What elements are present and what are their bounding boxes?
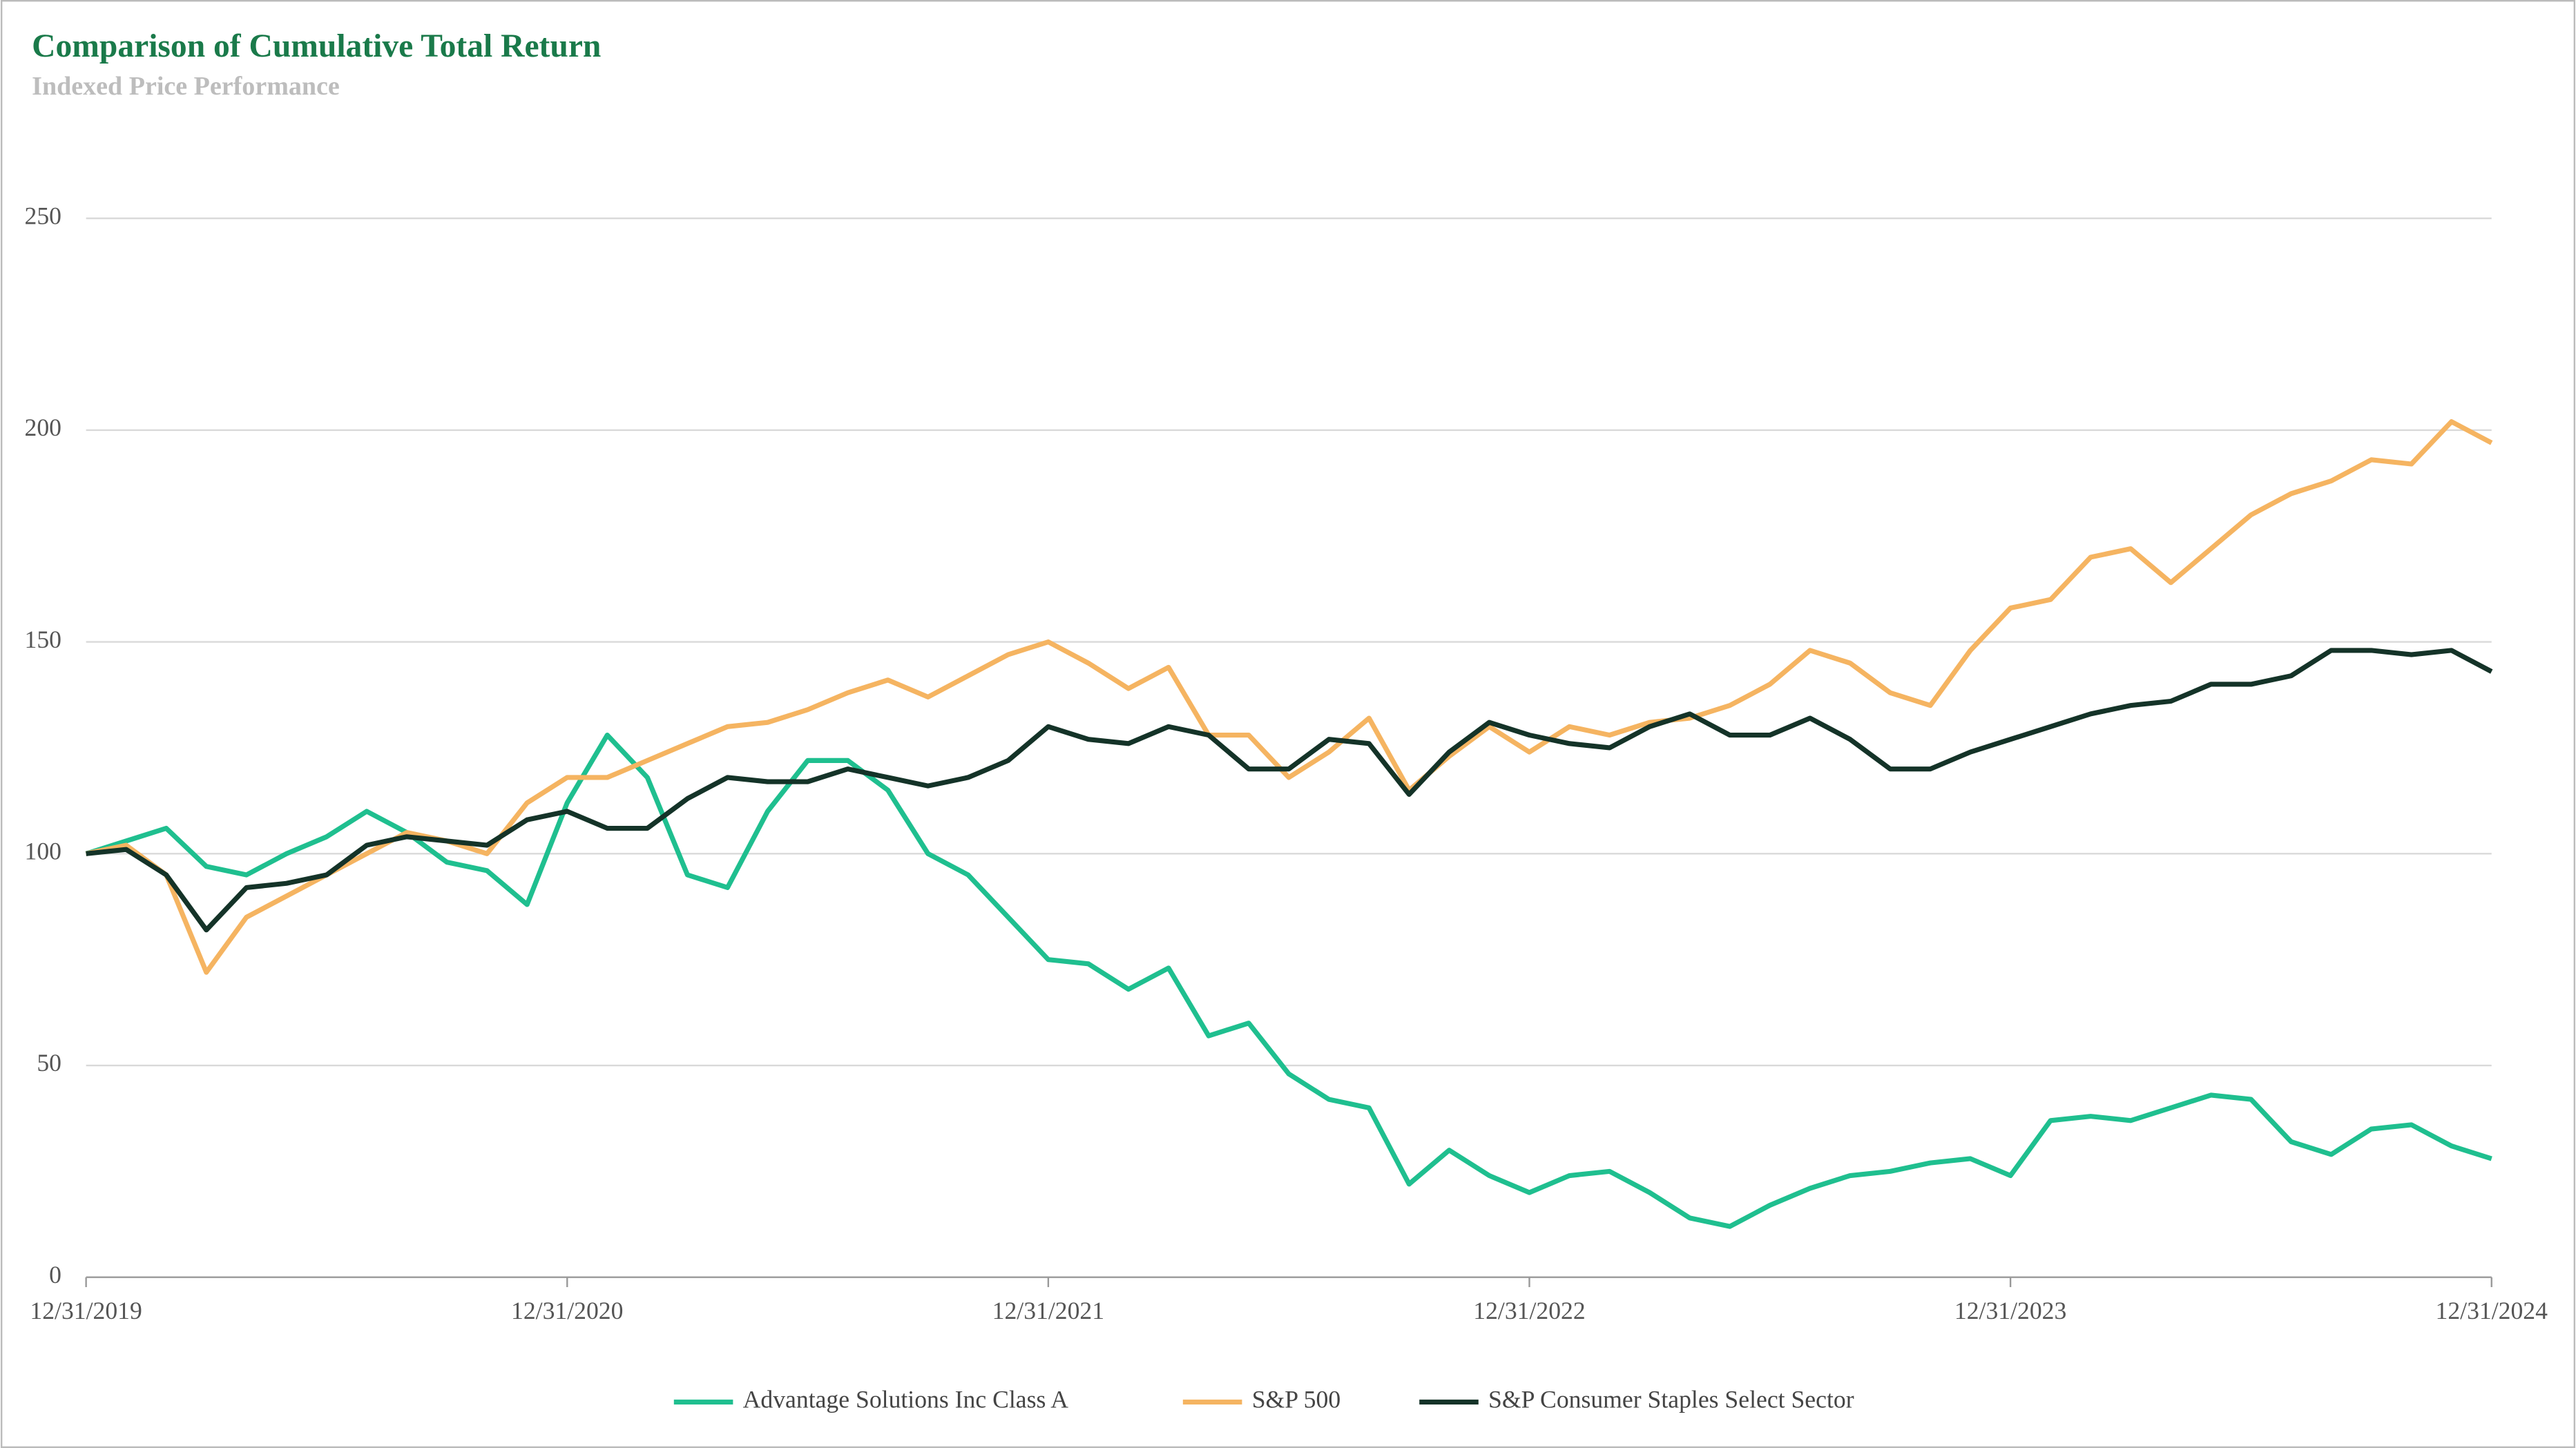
chart-subtitle: Indexed Price Performance — [32, 72, 340, 101]
x-tick-label: 12/31/2023 — [1954, 1297, 2066, 1324]
x-tick-label: 12/31/2024 — [2436, 1297, 2548, 1324]
y-tick-label: 0 — [49, 1261, 61, 1288]
y-tick-label: 150 — [24, 626, 61, 653]
x-tick-label: 12/31/2020 — [511, 1297, 623, 1324]
series-line — [85, 419, 2493, 975]
x-tick-label: 12/31/2021 — [992, 1297, 1104, 1324]
series-line — [85, 733, 2492, 1229]
series-line — [86, 648, 2493, 933]
chart-title: Comparison of Cumulative Total Return — [32, 28, 601, 64]
x-tick-label: 12/31/2022 — [1473, 1297, 1585, 1324]
y-tick-label: 100 — [24, 838, 61, 865]
x-tick-label: 12/31/2019 — [30, 1297, 142, 1324]
y-tick-label: 50 — [37, 1049, 61, 1077]
legend-label: S&P Consumer Staples Select Sector — [1488, 1386, 1854, 1413]
legend-label: Advantage Solutions Inc Class A — [743, 1386, 1069, 1413]
y-tick-label: 250 — [24, 202, 61, 229]
legend-label: S&P 500 — [1252, 1386, 1340, 1413]
y-tick-label: 200 — [24, 414, 61, 441]
